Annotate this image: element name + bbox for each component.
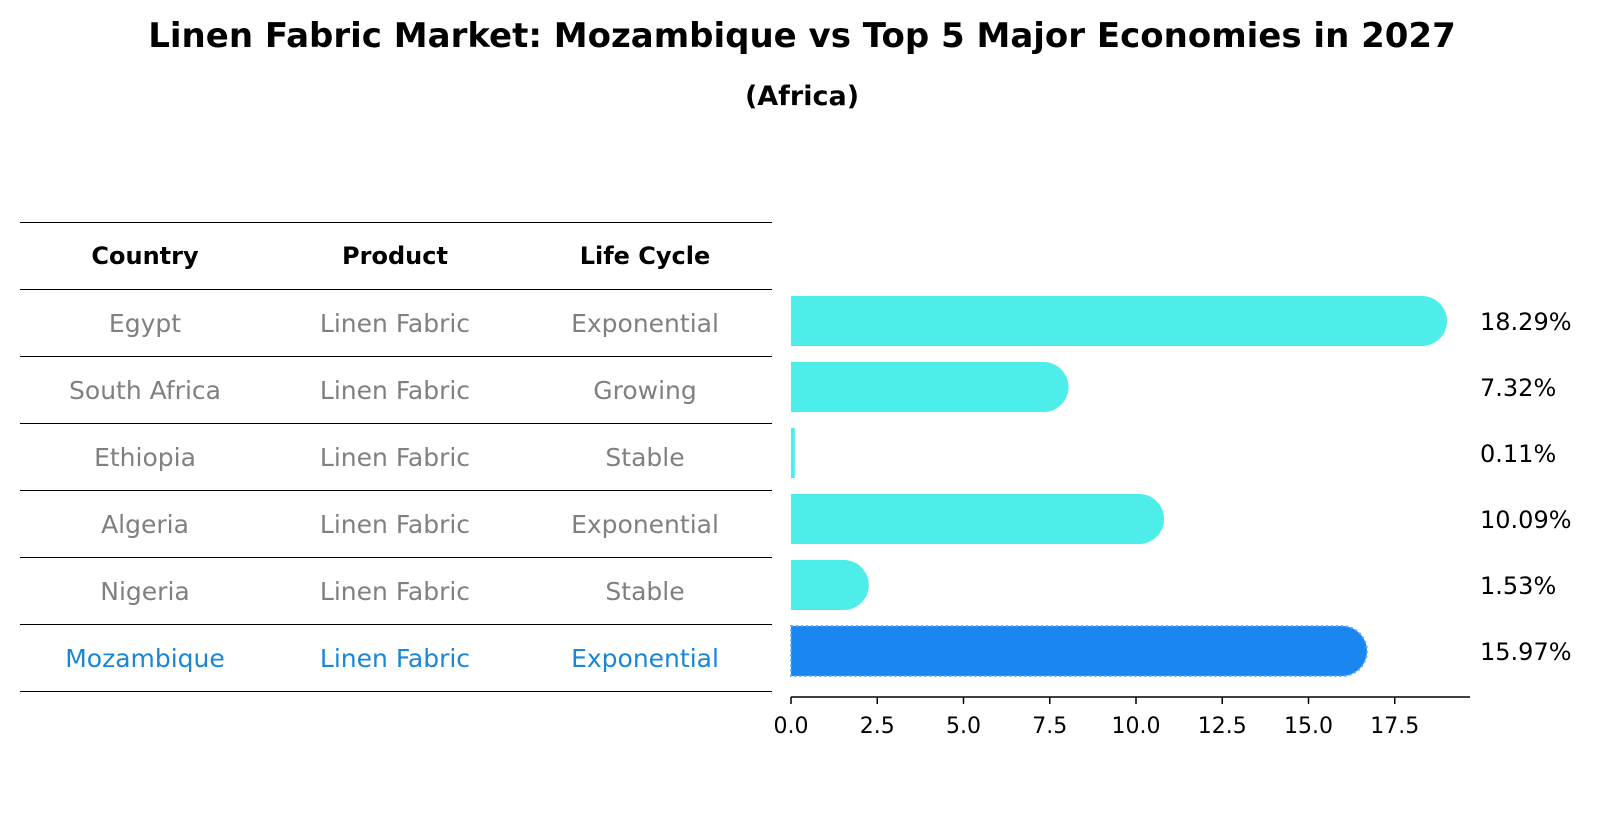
cell-life-cycle: Exponential: [571, 643, 719, 673]
table-row: Nigeria Linen Fabric Stable: [20, 557, 772, 624]
header-life-cycle: Life Cycle: [579, 242, 711, 270]
cell-product: Linen Fabric: [319, 509, 471, 539]
cell-product: Linen Fabric: [319, 308, 471, 338]
cell-life-cycle: Exponential: [571, 308, 719, 338]
bar: [791, 428, 795, 478]
cell-country: South Africa: [69, 375, 221, 405]
cell-product: Linen Fabric: [319, 442, 471, 472]
x-tick-label: 7.5: [1032, 714, 1067, 739]
table-header-row: Country Product Life Cycle: [20, 222, 772, 289]
cell-country: Ethiopia: [94, 442, 196, 472]
cell-life-cycle: Growing: [593, 375, 697, 405]
cell-country: Algeria: [101, 509, 189, 539]
x-tick-label: 10.0: [1112, 714, 1161, 739]
bar: [791, 494, 1165, 544]
bar-highlighted: [790, 625, 1368, 677]
cell-product: Linen Fabric: [319, 576, 471, 606]
bar-value-label: 15.97%: [1480, 638, 1572, 666]
cell-life-cycle: Stable: [605, 576, 685, 606]
cell-product: Linen Fabric: [319, 375, 471, 405]
header-product: Product: [342, 242, 448, 270]
bar-value-label: 18.29%: [1480, 308, 1572, 336]
table-row-highlighted: Mozambique Linen Fabric Exponential: [20, 624, 772, 692]
cell-life-cycle: Exponential: [571, 509, 719, 539]
x-tick-label: 17.5: [1370, 714, 1419, 739]
bar-value-label: 0.11%: [1480, 440, 1556, 468]
bar: [791, 362, 1069, 412]
bar: [791, 296, 1448, 346]
chart-title: Linen Fabric Market: Mozambique vs Top 5…: [148, 16, 1456, 56]
x-tick-label: 12.5: [1198, 714, 1247, 739]
x-tick-label: 5.0: [946, 714, 981, 739]
bar-value-label: 10.09%: [1480, 506, 1572, 534]
x-tick-label: 15.0: [1284, 714, 1333, 739]
bar-value-label: 1.53%: [1480, 572, 1556, 600]
x-tick-label: 2.5: [860, 714, 895, 739]
table-row: Algeria Linen Fabric Exponential: [20, 490, 772, 557]
chart-subtitle: (Africa): [744, 81, 860, 112]
cell-country: Mozambique: [65, 643, 225, 673]
cell-life-cycle: Stable: [605, 442, 685, 472]
table-row: Egypt Linen Fabric Exponential: [20, 289, 772, 356]
bar-value-label: 7.32%: [1480, 374, 1556, 402]
header-country: Country: [91, 242, 199, 270]
cell-country: Egypt: [108, 308, 182, 338]
x-tick-label: 0.0: [774, 714, 809, 739]
cell-product: Linen Fabric: [319, 643, 471, 673]
cell-country: Nigeria: [100, 576, 190, 606]
table-row: Ethiopia Linen Fabric Stable: [20, 423, 772, 490]
bar: [791, 560, 869, 610]
table-row: South Africa Linen Fabric Growing: [20, 356, 772, 423]
data-table: Country Product Life Cycle Egypt Linen F…: [20, 222, 772, 692]
